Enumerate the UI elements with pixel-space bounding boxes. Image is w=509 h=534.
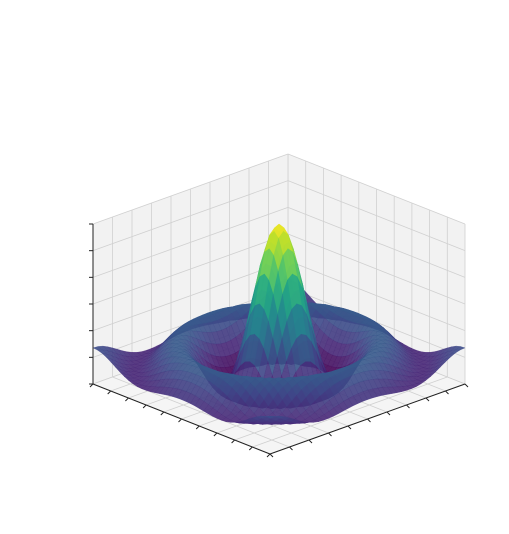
x-tick	[248, 446, 253, 451]
x-tick	[195, 425, 200, 430]
pane-grid-line	[287, 233, 466, 305]
x-tick	[266, 453, 271, 458]
x-tick	[107, 390, 112, 395]
y-tick	[367, 418, 371, 423]
pane-grid-line	[92, 153, 289, 225]
y-tick	[464, 383, 469, 388]
pane-grid-line	[287, 286, 466, 358]
x-tick	[160, 411, 165, 416]
x-tick	[125, 397, 129, 402]
surface-facet	[265, 416, 275, 419]
pane-grid-line	[287, 260, 466, 332]
y-tick	[308, 439, 313, 444]
pane-grid-line	[92, 233, 289, 305]
surface-mesh	[92, 223, 466, 425]
y-tick	[406, 404, 410, 409]
pane-grid-line	[92, 260, 289, 332]
x-tick	[142, 404, 147, 409]
pane-grid-line	[287, 153, 466, 225]
y-tick	[386, 411, 391, 416]
y-tick	[269, 453, 274, 458]
pane-grid-line	[287, 180, 466, 252]
x-tick	[213, 432, 218, 437]
pane-grid-line	[92, 206, 289, 278]
axis-lines	[89, 223, 469, 458]
y-tick	[347, 425, 352, 430]
y-tick	[289, 446, 293, 451]
pane-grid-line	[92, 180, 289, 252]
pane-grid-line	[287, 206, 466, 278]
x-tick	[231, 439, 235, 444]
floor-grid-line	[252, 376, 448, 448]
y-tick	[328, 432, 332, 437]
y-tick	[425, 397, 430, 402]
y-tick	[445, 390, 449, 395]
x-tick	[178, 418, 182, 423]
